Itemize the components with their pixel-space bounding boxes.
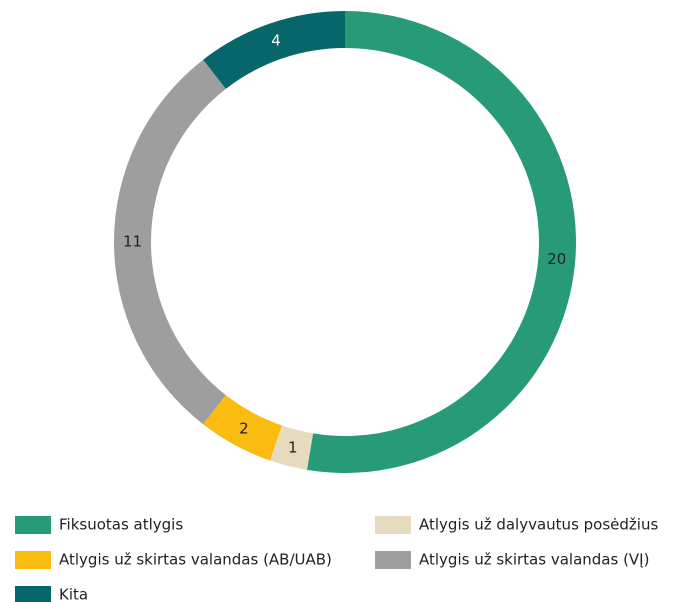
donut-segment xyxy=(269,425,314,470)
legend-label: Atlygis už skirtas valandas (VĮ) xyxy=(419,551,649,569)
legend-label: Atlygis už skirtas valandas (AB/UAB) xyxy=(59,551,332,569)
donut-segment xyxy=(203,11,345,89)
data-label: 1 xyxy=(288,438,298,456)
legend-swatch xyxy=(15,516,51,534)
data-label: 20 xyxy=(547,250,566,268)
legend-label: Kita xyxy=(59,586,88,602)
data-label: 4 xyxy=(271,32,281,50)
donut-segment xyxy=(306,11,577,473)
data-label: 11 xyxy=(123,233,142,251)
legend-swatch xyxy=(15,551,51,569)
data-label: 2 xyxy=(239,419,249,437)
donut-segment xyxy=(114,59,226,425)
legend-swatch xyxy=(375,516,411,534)
legend-label: Fiksuotas atlygis xyxy=(59,516,183,534)
legend-label: Atlygis už dalyvautus posėdžius xyxy=(419,516,658,534)
legend-swatch xyxy=(375,551,411,569)
legend-swatch xyxy=(15,586,51,602)
donut-segment xyxy=(203,395,283,461)
